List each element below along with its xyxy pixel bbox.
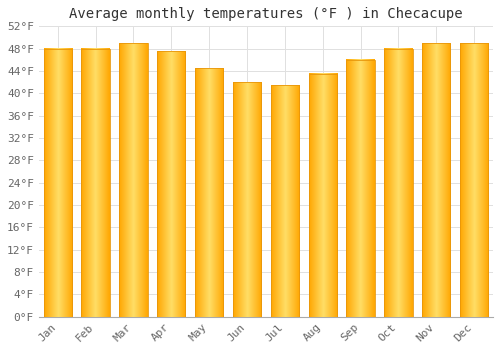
- Bar: [270, 85, 299, 317]
- Bar: [157, 51, 186, 317]
- Title: Average monthly temperatures (°F ) in Checacupe: Average monthly temperatures (°F ) in Ch…: [69, 7, 462, 21]
- Bar: [460, 43, 488, 317]
- Bar: [346, 60, 375, 317]
- Bar: [422, 43, 450, 317]
- Bar: [82, 49, 110, 317]
- Bar: [308, 74, 337, 317]
- Bar: [195, 68, 224, 317]
- Bar: [119, 43, 148, 317]
- Bar: [44, 49, 72, 317]
- Bar: [233, 82, 261, 317]
- Bar: [384, 49, 412, 317]
